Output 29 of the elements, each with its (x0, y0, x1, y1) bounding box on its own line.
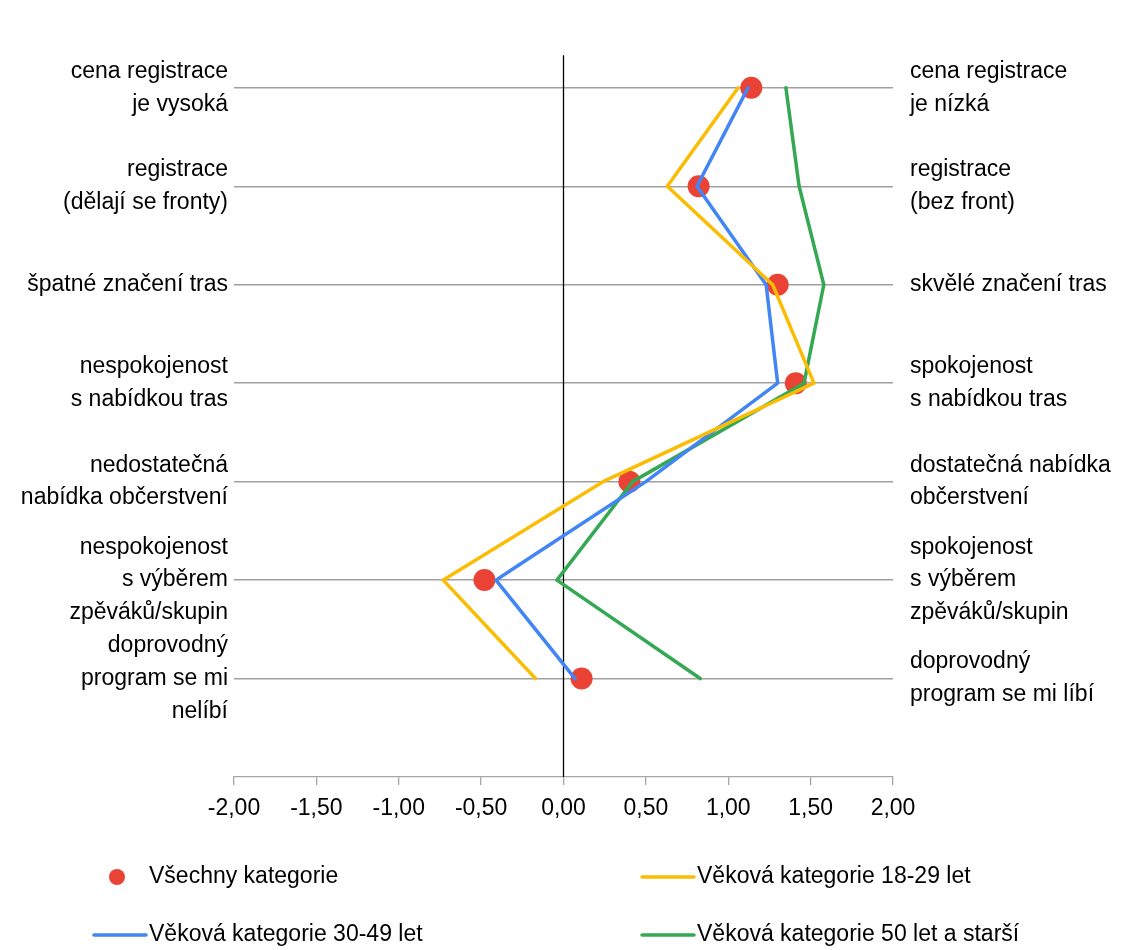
y2-tick-label: dostatečná nabídka občerstvení (910, 450, 1111, 510)
y-tick-label: nedostatečná nabídka občerstvení (20, 450, 229, 510)
x-tick-label: 1,50 (788, 793, 834, 820)
x-tick-label: -0,50 (454, 793, 508, 820)
y2-tick-label: spokojenost s nabídkou tras (910, 352, 1068, 411)
y2-tick-label: registrace (bez front) (910, 155, 1015, 215)
point (570, 667, 593, 690)
point (473, 569, 496, 592)
y-tick-label: nespokojenost s nabídkou tras (70, 352, 229, 411)
y2-tick-label: skvělé značení tras (910, 270, 1107, 297)
y2-tick-label: doprovodný program se mi líbí (910, 647, 1095, 707)
y-tick-label: registrace (dělají se fronty) (63, 155, 228, 215)
y-tick-label: špatné značení tras (27, 270, 228, 297)
y-tick-label: doprovodný program se mi nelíbí (81, 631, 229, 723)
x-tick-label: 1,00 (705, 793, 751, 820)
x-tick-label: 2,00 (870, 793, 916, 820)
y2-tick-label: cena registrace je nízká (909, 56, 1068, 116)
legend-label: Věková kategorie 50 let a starší (697, 920, 1020, 947)
x-tick-label: 0,50 (623, 793, 669, 820)
x-tick-label: 0,00 (541, 793, 586, 820)
x-tick-label: -2,00 (207, 793, 261, 820)
x-tick-label: -1,00 (372, 793, 425, 820)
legend-label: Všechny kategorie (149, 862, 339, 889)
y-tick-label: cena registrace je vysoká (70, 56, 229, 116)
legend-label: Věková kategorie 18-29 let (697, 862, 972, 889)
y2-tick-label: spokojenost s výběrem zpěváků/skupin (910, 532, 1069, 625)
point (740, 76, 763, 99)
x-tick-label: -1,50 (290, 793, 343, 820)
legend-label: Věková kategorie 30-49 let (149, 920, 424, 947)
